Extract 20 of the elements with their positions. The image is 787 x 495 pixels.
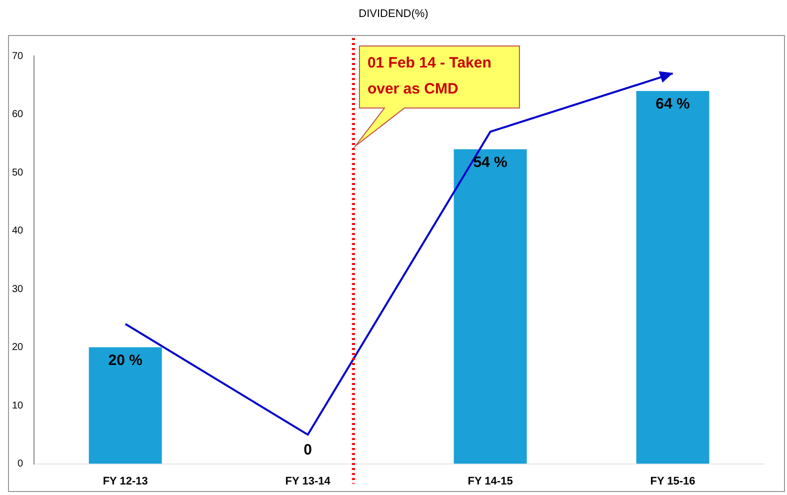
y-tick-label: 70 bbox=[12, 50, 24, 62]
data-label: 54 % bbox=[473, 154, 508, 171]
bar bbox=[88, 347, 162, 464]
ref-line-label: 01 Feb 14 - Taken over as CMD bbox=[367, 54, 492, 98]
chart-title: DIVIDEND(%) bbox=[358, 8, 430, 20]
x-tick-label: FY 12-13 bbox=[102, 475, 148, 488]
y-tick-label: 50 bbox=[12, 167, 24, 178]
data-label: 0 bbox=[304, 441, 312, 458]
y-tick-label: 30 bbox=[12, 284, 24, 295]
data-label: 64 % bbox=[656, 96, 690, 113]
x-tick-label: FY 13-14 bbox=[285, 475, 332, 488]
data-label: 20 % bbox=[108, 352, 142, 369]
y-tick-label: 40 bbox=[12, 226, 24, 237]
y-tick-label: 20 bbox=[12, 342, 24, 354]
y-tick-label: 60 bbox=[12, 109, 24, 120]
bar bbox=[636, 90, 710, 464]
y-tick-label: 0 bbox=[18, 458, 24, 470]
x-tick-label: FY 15-16 bbox=[650, 475, 696, 488]
x-tick-label: FY 14-15 bbox=[468, 475, 513, 488]
y-tick-label: 10 bbox=[12, 400, 24, 412]
